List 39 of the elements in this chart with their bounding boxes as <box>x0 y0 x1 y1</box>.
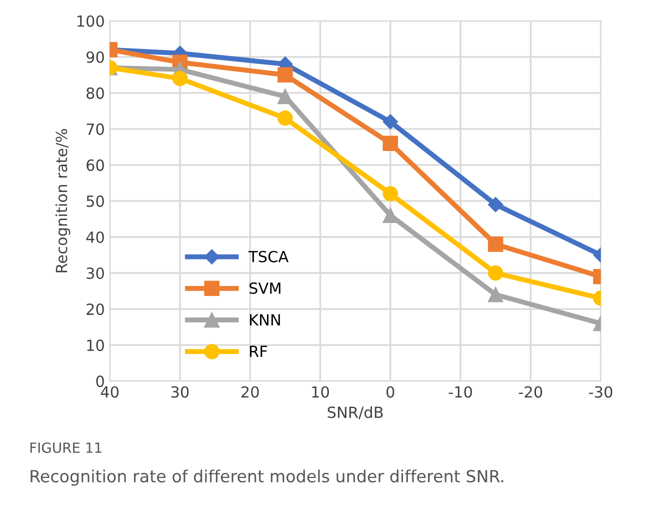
y-tick-label: 10 <box>87 340 104 352</box>
x-tick-label: 20 <box>241 386 259 398</box>
x-tick-label: -10 <box>448 386 472 398</box>
x-tick-label: -30 <box>589 386 612 398</box>
y-tick-label: 0 <box>96 376 104 388</box>
point <box>488 236 504 252</box>
x-tick-label: 40 <box>100 386 119 398</box>
point <box>278 110 293 126</box>
x-tick-label: 30 <box>171 386 189 398</box>
y-tick-label: 40 <box>86 231 104 244</box>
point <box>488 197 504 212</box>
point <box>278 67 293 83</box>
legend-label: KNN <box>250 314 280 326</box>
point <box>382 136 398 151</box>
point <box>382 208 398 224</box>
point <box>488 286 504 302</box>
legend-label: SVM <box>250 282 280 294</box>
point <box>172 70 188 86</box>
legend-label: TSCA <box>248 250 289 262</box>
point <box>488 265 504 281</box>
y-tick-label: 70 <box>86 123 104 135</box>
y-axis-title: Recognition rate/% <box>55 129 70 272</box>
y-tick-label: 50 <box>86 195 104 207</box>
legend-label: RF <box>250 346 268 357</box>
x-tick-label: 10 <box>312 386 329 398</box>
caption: FIGURE 11 <box>30 442 102 453</box>
y-tick-label: 80 <box>86 87 104 99</box>
point <box>382 186 398 202</box>
text: Recognition rate of different models under different SNR. <box>30 470 504 486</box>
x-tick-label: 0 <box>386 386 394 398</box>
point <box>278 88 293 104</box>
y-tick-label: 90 <box>86 51 104 63</box>
y-tick-label: 60 <box>86 159 104 171</box>
y-tick-label: 30 <box>86 267 104 280</box>
y-tick-label: 100 <box>77 15 104 27</box>
x-tick-label: -20 <box>518 386 542 398</box>
y-tick-label: 20 <box>86 303 104 316</box>
x-axis-title: SNR/dB <box>328 406 383 420</box>
point <box>382 114 398 130</box>
